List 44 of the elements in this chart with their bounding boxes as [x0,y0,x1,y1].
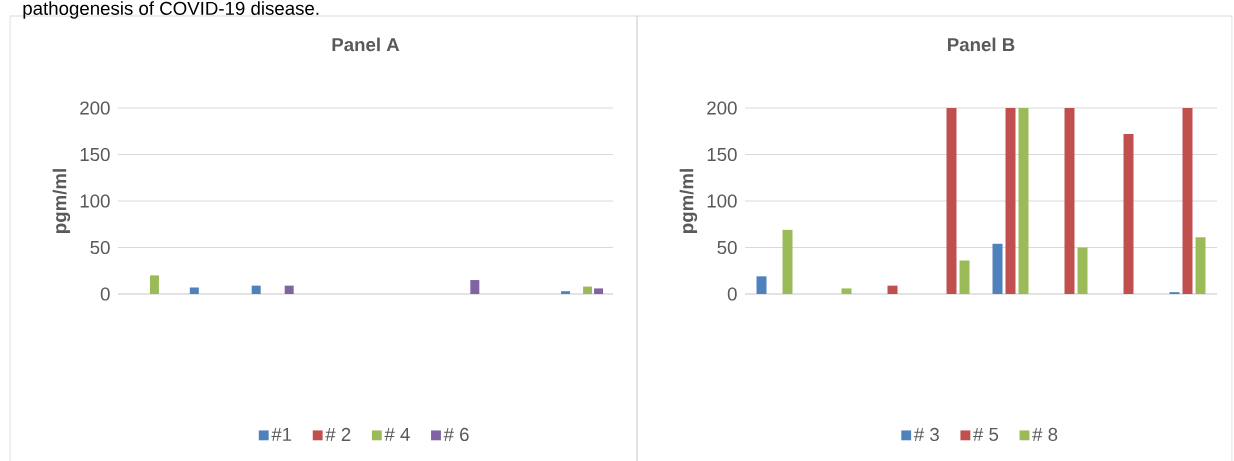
legend-label: # 2 [325,427,351,441]
legend-label: # 4 [384,427,410,441]
bar [1123,134,1134,294]
y-tick-label: 0 [100,287,110,301]
bar [561,291,571,294]
bar [1064,108,1075,294]
text: pathogenesis of COVID-19 disease. [23,1,319,19]
bar [756,276,767,294]
y-tick-label: 50 [717,240,737,255]
y-tick-label: 200 [80,101,110,115]
chart-title: Panel B [948,37,1015,52]
y-tick-label: 100 [707,194,737,208]
y-tick-label: 50 [90,240,110,255]
y-tick-label: 100 [80,194,110,208]
y-tick-label: 200 [707,101,737,115]
bar [782,229,793,294]
bar [1018,108,1029,294]
bar [470,280,480,294]
bar [284,285,294,294]
bar [946,108,957,294]
bar [149,275,159,294]
bar [251,285,261,294]
bar [1182,108,1193,294]
bar [583,286,593,294]
legend-label: # 5 [973,427,999,441]
bar [594,288,604,294]
y-tick-label: 150 [80,147,110,162]
y-tick-label: 0 [727,287,737,301]
y-axis-title: pgm/ml [679,169,698,233]
y-tick-label: 150 [707,147,737,162]
legend-label: #1 [271,427,292,441]
bar [1005,108,1016,294]
y-axis-title: pgm/ml [52,169,71,233]
bar [887,285,898,294]
bar [841,288,852,294]
chart-title: Panel A [332,37,400,52]
bar [959,260,970,294]
bar [992,243,1003,294]
bar [189,287,199,294]
bar [1077,247,1088,294]
bar [1195,237,1206,294]
legend-label: # 6 [443,427,469,442]
legend-label: # 3 [913,427,939,442]
legend-label: # 8 [1032,427,1058,442]
